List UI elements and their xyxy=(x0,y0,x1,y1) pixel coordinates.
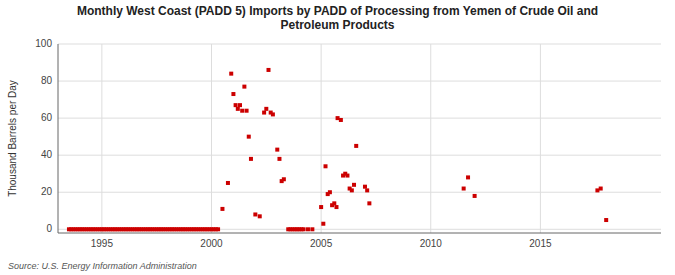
point xyxy=(229,72,233,76)
point xyxy=(238,103,242,107)
y-tick-label: 0 xyxy=(46,223,52,234)
point xyxy=(350,188,354,192)
y-tick-label: 80 xyxy=(41,75,53,86)
x-tick-label: 2010 xyxy=(420,238,443,249)
point xyxy=(302,227,306,231)
grid-line-x xyxy=(540,44,541,233)
title-line: Monthly West Coast (PADD 5) Imports by P… xyxy=(77,4,598,18)
point xyxy=(267,68,271,72)
point xyxy=(334,205,338,209)
x-tick-label: 2015 xyxy=(529,238,552,249)
x-axis-line xyxy=(58,233,661,234)
point xyxy=(310,227,314,231)
point xyxy=(332,201,336,205)
point xyxy=(352,183,356,187)
point xyxy=(249,157,253,161)
point xyxy=(236,107,240,111)
point xyxy=(258,214,262,218)
point xyxy=(282,177,286,181)
grid-line-y xyxy=(58,155,661,156)
point xyxy=(271,112,275,116)
source-annotation: Source: U.S. Energy Information Administ… xyxy=(8,261,197,271)
grid-line-x xyxy=(211,44,212,233)
grid xyxy=(58,44,661,233)
chart-svg: Monthly West Coast (PADD 5) Imports by P… xyxy=(0,0,675,275)
point xyxy=(264,107,268,111)
point xyxy=(253,212,257,216)
point xyxy=(363,185,367,189)
x-tick-label: 2000 xyxy=(200,238,223,249)
grid-line-y xyxy=(58,192,661,193)
point xyxy=(247,135,251,139)
y-axis-line xyxy=(58,44,59,233)
point xyxy=(234,103,238,107)
grid-line-x xyxy=(321,44,322,233)
grid-line-y xyxy=(58,118,661,119)
point xyxy=(216,227,220,231)
grid-line-y xyxy=(58,44,661,45)
point xyxy=(466,175,470,179)
point xyxy=(345,174,349,178)
title: Monthly West Coast (PADD 5) Imports by P… xyxy=(77,4,598,32)
point xyxy=(245,109,249,113)
y-axis-label: Thousand Barrels per Day xyxy=(7,80,18,197)
grid-line-x xyxy=(430,44,431,233)
point xyxy=(262,111,266,115)
y-tick-label: 100 xyxy=(35,38,52,49)
point xyxy=(220,207,224,211)
point xyxy=(306,227,310,231)
point xyxy=(277,157,281,161)
point xyxy=(231,92,235,96)
point xyxy=(599,187,603,191)
point xyxy=(365,188,369,192)
point xyxy=(354,144,358,148)
point xyxy=(319,205,323,209)
point xyxy=(275,148,279,152)
x-tick-label: 2005 xyxy=(310,238,333,249)
point xyxy=(462,187,466,191)
y-tick-label: 40 xyxy=(41,149,53,160)
y-tick-label: 20 xyxy=(41,186,53,197)
point xyxy=(226,181,230,185)
grid-line-x xyxy=(101,44,102,233)
point xyxy=(240,109,244,113)
point xyxy=(367,201,371,205)
point xyxy=(473,194,477,198)
chart-container: Monthly West Coast (PADD 5) Imports by P… xyxy=(0,0,675,275)
point xyxy=(324,164,328,168)
points xyxy=(67,68,608,231)
point xyxy=(321,222,325,226)
point xyxy=(339,118,343,122)
y-tick-label: 60 xyxy=(41,112,53,123)
title-line: Petroleum Products xyxy=(280,18,394,32)
point xyxy=(604,218,608,222)
point xyxy=(328,190,332,194)
grid-line-y xyxy=(58,81,661,82)
point xyxy=(242,85,246,89)
x-tick-label: 1995 xyxy=(91,238,114,249)
